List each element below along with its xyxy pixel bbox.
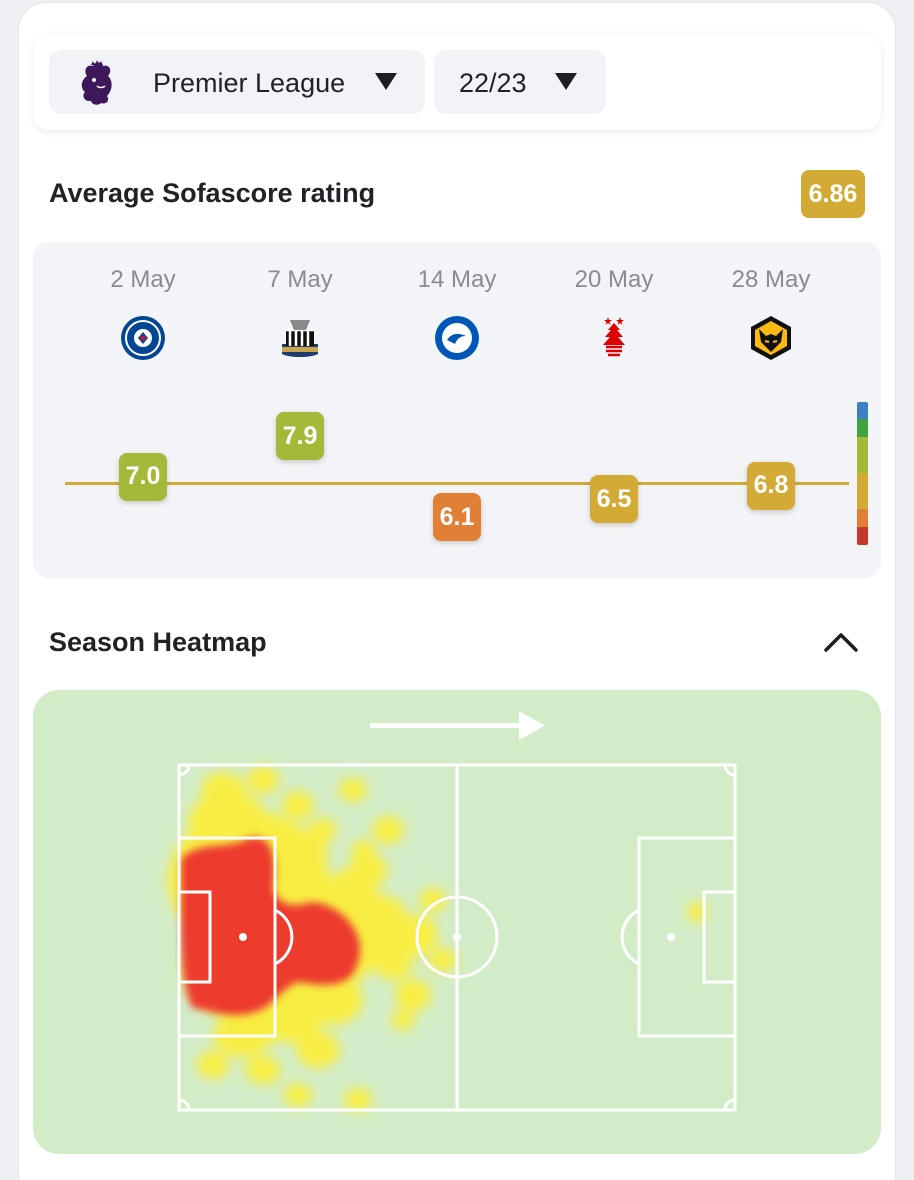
rating-scale-segment xyxy=(857,437,868,473)
match-date: 7 May xyxy=(267,266,333,293)
heatmap-red-zones xyxy=(181,837,361,1016)
heat-zone xyxy=(296,1032,340,1068)
wolves-crest-icon[interactable] xyxy=(747,314,795,362)
heat-zone xyxy=(391,1010,415,1030)
heatmap-section-title: Season Heatmap xyxy=(49,627,267,657)
match-column: 14 May xyxy=(397,266,517,360)
brighton-crest-icon[interactable] xyxy=(433,314,481,362)
attack-direction-arrow-icon xyxy=(370,711,545,740)
match-column: 28 May xyxy=(711,266,831,360)
heat-zone xyxy=(419,888,447,912)
chevron-down-icon xyxy=(375,73,397,90)
heat-zone xyxy=(395,979,431,1011)
match-date: 14 May xyxy=(417,266,497,293)
match-column: 2 May xyxy=(83,266,203,360)
heat-zone xyxy=(372,816,404,844)
season-label: 22/23 xyxy=(459,68,527,98)
nottingham-forest-crest-icon[interactable] xyxy=(590,314,638,362)
rating-timeline: 2 May 7.0 7 May 7.9 14 May 6.1 20 May 6.5 28 May… xyxy=(33,242,881,578)
match-rating-badge[interactable]: 7.0 xyxy=(119,452,167,501)
season-dropdown[interactable]: 22/23 xyxy=(434,50,606,114)
premier-league-lion-icon xyxy=(81,60,112,105)
newcastle-crest-icon[interactable] xyxy=(276,314,324,362)
heat-zone xyxy=(245,1056,281,1084)
rating-scale-segment xyxy=(857,509,868,527)
match-rating-badge[interactable]: 7.9 xyxy=(276,412,324,461)
rating-scale-segment xyxy=(857,402,868,419)
rating-scale-segment xyxy=(857,473,868,509)
league-dropdown[interactable]: Premier League xyxy=(49,50,425,114)
heat-zone xyxy=(284,1083,312,1107)
rating-section-title: Average Sofascore rating xyxy=(49,178,376,208)
heat-zone xyxy=(282,791,314,819)
match-date: 2 May xyxy=(110,266,176,293)
chevron-up-icon[interactable] xyxy=(818,622,864,662)
rating-scale-segment xyxy=(857,419,868,437)
match-date: 28 May xyxy=(731,266,811,293)
heat-zone xyxy=(201,772,245,808)
heat-zone xyxy=(687,902,707,922)
match-rating-badge[interactable]: 6.8 xyxy=(747,461,795,510)
heat-zone xyxy=(339,778,367,802)
heat-zone xyxy=(373,940,413,980)
heatmap-pitch xyxy=(168,711,737,1112)
rating-scale-segment xyxy=(857,527,868,545)
chelsea-crest-icon[interactable] xyxy=(119,314,167,362)
heat-zone xyxy=(309,818,337,842)
heat-zone xyxy=(351,840,375,860)
match-rating-badge[interactable]: 6.1 xyxy=(433,493,481,542)
pitch-spots xyxy=(239,933,675,941)
match-rating-badge[interactable]: 6.5 xyxy=(590,475,638,524)
heat-zone xyxy=(348,854,388,886)
heat-zone xyxy=(344,1088,372,1112)
average-rating-line xyxy=(65,482,849,485)
heat-zone xyxy=(358,895,408,945)
chevron-down-icon xyxy=(555,73,577,90)
heat-zone xyxy=(197,1051,229,1079)
match-column: 20 May xyxy=(554,266,674,357)
season-heatmap-panel xyxy=(33,690,881,1154)
match-column: 7 May xyxy=(240,266,360,357)
heat-zone xyxy=(429,948,457,972)
heat-zone xyxy=(247,766,279,794)
filter-bar: Premier League 22/23 xyxy=(33,34,881,130)
match-date: 20 May xyxy=(574,266,654,293)
average-rating-badge: 6.86 xyxy=(801,170,865,218)
league-label: Premier League xyxy=(153,68,346,98)
